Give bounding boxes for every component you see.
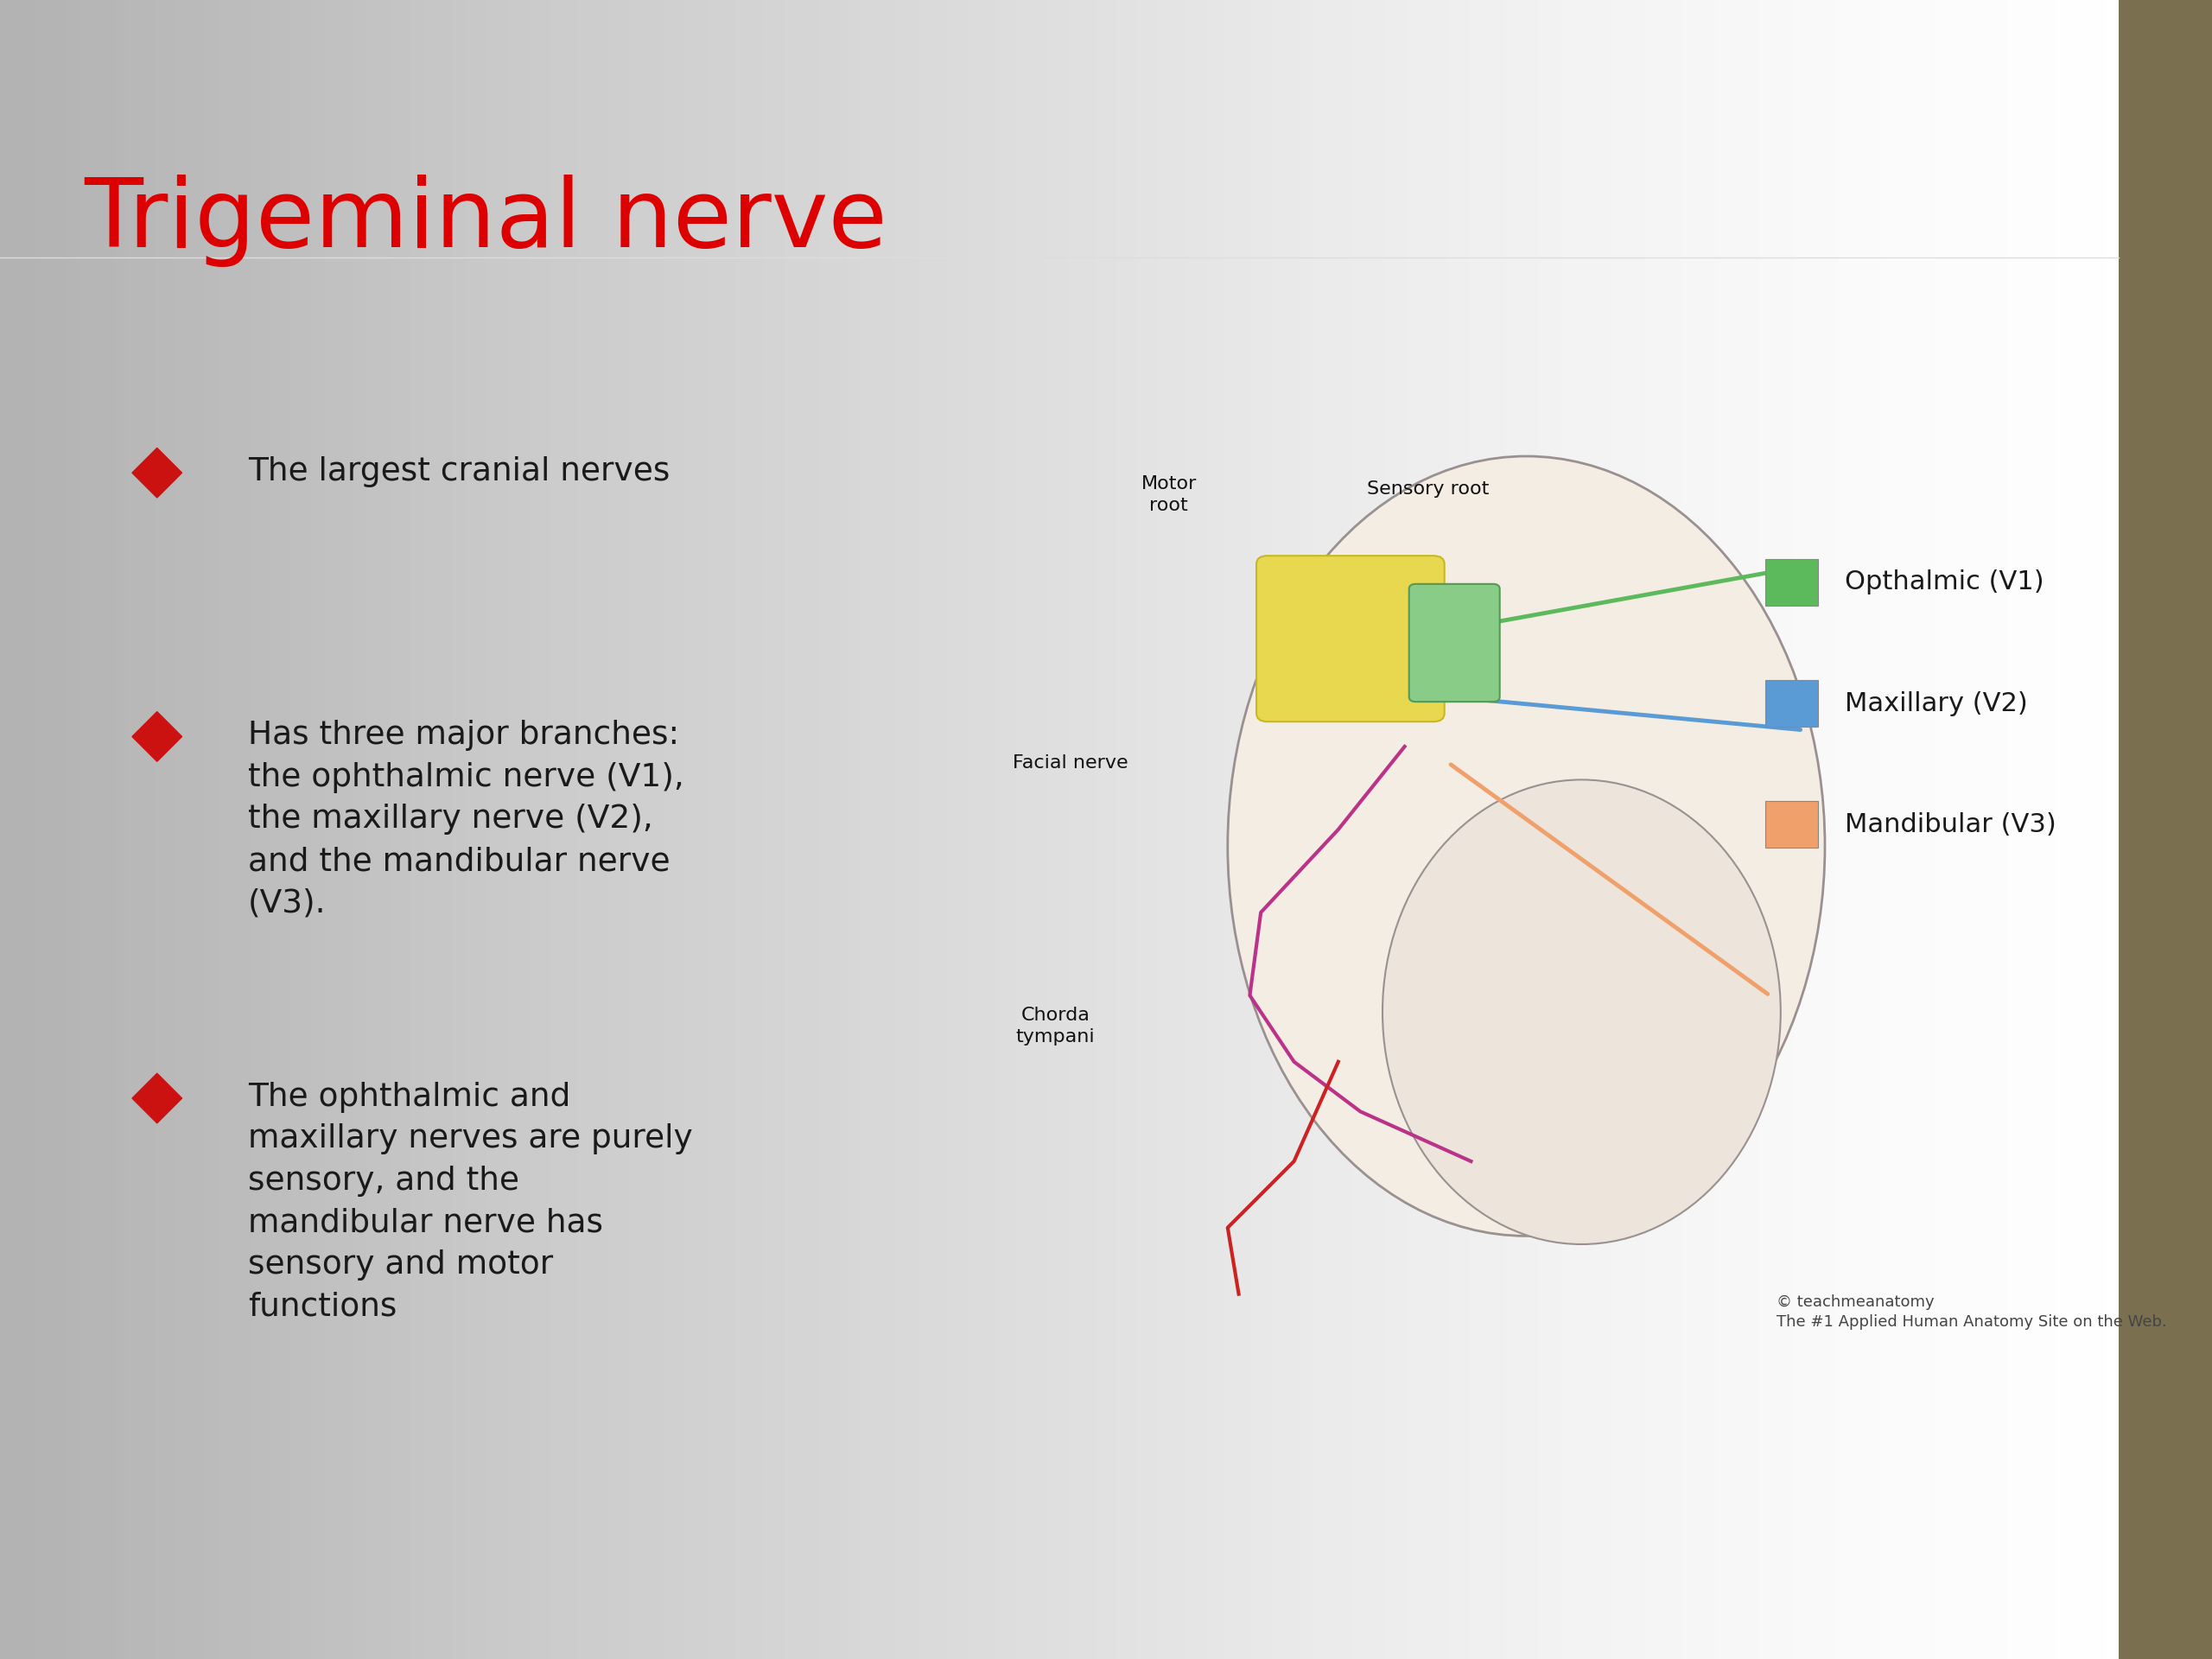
FancyBboxPatch shape (1409, 584, 1500, 702)
FancyBboxPatch shape (1256, 556, 1444, 722)
Text: © teachmeanatomy
The #1 Applied Human Anatomy Site on the Web.: © teachmeanatomy The #1 Applied Human An… (1776, 1294, 2166, 1331)
Polygon shape (133, 737, 181, 761)
Ellipse shape (1382, 780, 1781, 1244)
Bar (1765, 680, 1818, 727)
Text: Motor
root: Motor root (1141, 476, 1197, 514)
Bar (1765, 559, 1818, 606)
Text: Maxillary (V2): Maxillary (V2) (1845, 690, 2028, 717)
Text: Chorda
tympani: Chorda tympani (1015, 1007, 1095, 1045)
Text: The largest cranial nerves: The largest cranial nerves (248, 456, 670, 488)
Text: The ophthalmic and
maxillary nerves are purely
sensory, and the
mandibular nerve: The ophthalmic and maxillary nerves are … (248, 1082, 692, 1322)
Polygon shape (133, 712, 181, 737)
Text: Sensory root: Sensory root (1367, 481, 1489, 498)
Polygon shape (133, 1073, 181, 1098)
Text: Opthalmic (V1): Opthalmic (V1) (1845, 569, 2044, 596)
Polygon shape (133, 1098, 181, 1123)
Bar (1765, 801, 1818, 848)
Polygon shape (133, 473, 181, 498)
Bar (2119, 0, 2212, 1659)
Ellipse shape (1228, 456, 1825, 1236)
Text: Mandibular (V3): Mandibular (V3) (1845, 811, 2057, 838)
Text: Has three major branches:
the ophthalmic nerve (V1),
the maxillary nerve (V2),
a: Has three major branches: the ophthalmic… (248, 720, 684, 919)
Text: Facial nerve: Facial nerve (1013, 755, 1128, 771)
Polygon shape (133, 448, 181, 473)
Text: Trigeminal nerve: Trigeminal nerve (84, 174, 887, 267)
